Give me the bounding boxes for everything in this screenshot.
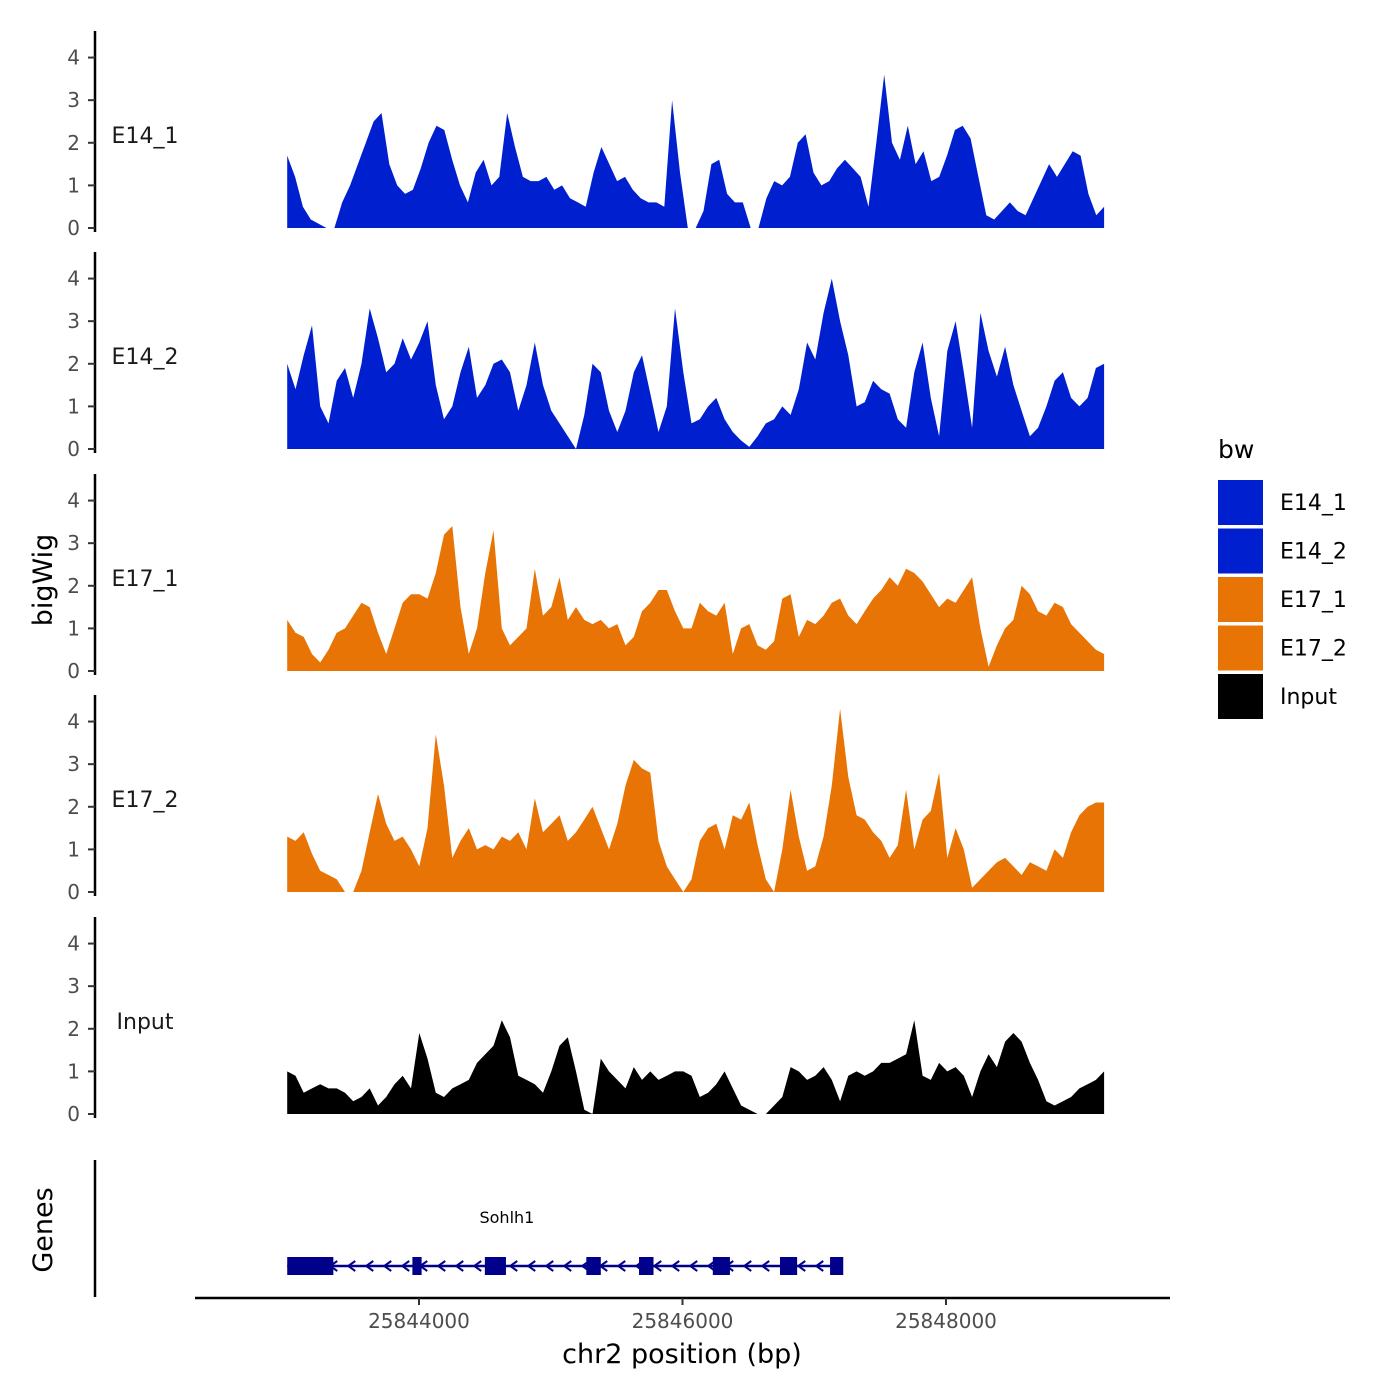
y-tick-label-E14_2-0: 0	[67, 437, 80, 461]
legend-title: bw	[1218, 435, 1254, 464]
y-tick-label-E14_1-2: 2	[67, 131, 80, 155]
legend-key-Input	[1218, 674, 1263, 719]
exon-7	[780, 1257, 798, 1275]
exon-8	[830, 1257, 844, 1275]
y-tick-label-E17_1-3: 3	[67, 531, 80, 555]
strand-arrow-icon	[670, 1260, 680, 1272]
legend: bw E14_1 E14_2 E17_1 E17_2 Input	[1218, 435, 1347, 719]
exon-5	[639, 1257, 654, 1275]
strand-arrow-icon	[508, 1260, 518, 1272]
area-E14_2	[287, 278, 1105, 449]
y-tick-label-Input-2: 2	[67, 1017, 80, 1041]
gene-label: Sohlh1	[479, 1208, 534, 1227]
x-tick-label-25844000: 25844000	[368, 1309, 470, 1333]
strand-arrow-icon	[616, 1260, 626, 1272]
y-tick-label-E17_2-4: 4	[67, 710, 80, 734]
strand-arrow-icon	[652, 1260, 662, 1272]
legend-label-E17_2: E17_2	[1280, 637, 1347, 662]
y-tick-label-E17_2-1: 1	[67, 837, 80, 861]
strand-arrow-icon	[346, 1260, 356, 1272]
y-tick-label-E17_1-2: 2	[67, 574, 80, 598]
y-tick-label-E14_2-1: 1	[67, 394, 80, 418]
track-label-E17_2: E17_2	[112, 788, 179, 813]
exon-6	[712, 1257, 730, 1275]
legend-key-E17_1	[1218, 577, 1263, 622]
x-axis-title: chr2 position (bp)	[562, 1339, 802, 1370]
area-E17_1	[287, 526, 1105, 671]
strand-arrow-icon	[760, 1260, 770, 1272]
y-axis-title: bigWig	[28, 534, 59, 627]
genes-axis-title: Genes	[28, 1187, 59, 1272]
exon-2	[412, 1257, 422, 1275]
exon-3	[484, 1257, 506, 1275]
legend-key-E14_2	[1218, 528, 1263, 574]
x-tick-label-25848000: 25848000	[895, 1309, 997, 1333]
y-tick-label-E14_1-0: 0	[67, 216, 80, 240]
y-tick-label-E14_2-3: 3	[67, 309, 80, 333]
strand-arrow-icon	[562, 1260, 572, 1272]
track-E14_1: 0 1 2 3 4 E14_1	[67, 31, 1105, 240]
track-E17_1: 0 1 2 3 4 E17_1	[67, 474, 1105, 683]
area-E17_2	[287, 708, 1105, 892]
y-tick-label-Input-1: 1	[67, 1059, 80, 1083]
track-Input: 0 1 2 3 4 Input	[67, 917, 1105, 1126]
track-label-E14_2: E14_2	[112, 345, 179, 370]
y-tick-label-Input-0: 0	[67, 1102, 80, 1126]
strand-arrow-icon	[472, 1260, 482, 1272]
exon-1	[287, 1257, 334, 1275]
y-tick-label-E17_2-0: 0	[67, 880, 80, 904]
y-tick-label-E14_1-4: 4	[67, 46, 80, 70]
track-E17_2: 0 1 2 3 4 E17_2	[67, 695, 1105, 904]
strand-arrow-icon	[454, 1260, 464, 1272]
y-tick-label-E17_2-3: 3	[67, 752, 80, 776]
y-tick-label-E17_1-0: 0	[67, 659, 80, 683]
y-tick-label-E14_1-1: 1	[67, 173, 80, 197]
y-tick-label-Input-4: 4	[67, 932, 80, 956]
y-tick-label-E17_2-2: 2	[67, 795, 80, 819]
gene-track: Sohlh1	[93, 1160, 844, 1297]
strand-arrow-icon	[688, 1260, 698, 1272]
y-tick-label-E17_1-4: 4	[67, 489, 80, 513]
strand-arrow-icon	[400, 1260, 410, 1272]
strand-arrow-icon	[382, 1260, 392, 1272]
strand-arrows	[292, 1260, 842, 1272]
legend-label-E14_2: E14_2	[1280, 540, 1347, 565]
strand-arrow-icon	[436, 1260, 446, 1272]
track-E14_2: 0 1 2 3 4 E14_2	[67, 252, 1105, 461]
strand-arrow-icon	[544, 1260, 554, 1272]
y-tick-label-E14_2-2: 2	[67, 352, 80, 376]
y-tick-label-E14_2-4: 4	[67, 267, 80, 291]
legend-label-Input: Input	[1280, 685, 1337, 710]
x-axis: 25844000 25846000 25848000	[195, 1296, 1170, 1333]
legend-key-E17_2	[1218, 625, 1263, 671]
track-label-E14_1: E14_1	[112, 124, 179, 149]
x-tick-label-25846000: 25846000	[632, 1309, 734, 1333]
y-tick-label-E14_1-3: 3	[67, 88, 80, 112]
y-tick-label-Input-3: 3	[67, 974, 80, 998]
area-Input	[287, 1020, 1105, 1114]
legend-label-E14_1: E14_1	[1280, 491, 1347, 516]
strand-arrow-icon	[526, 1260, 536, 1272]
area-E14_1	[287, 74, 1105, 228]
legend-label-E17_1: E17_1	[1280, 588, 1347, 613]
exon-4	[586, 1257, 601, 1275]
strand-arrow-icon	[742, 1260, 752, 1272]
track-label-E17_1: E17_1	[112, 567, 179, 592]
legend-key-E14_1	[1218, 480, 1263, 525]
strand-arrow-icon	[796, 1260, 806, 1272]
strand-arrow-icon	[364, 1260, 374, 1272]
strand-arrow-icon	[814, 1260, 824, 1272]
y-tick-label-E17_1-1: 1	[67, 616, 80, 640]
track-label-Input: Input	[117, 1010, 174, 1035]
track-panels: 0 1 2 3 4 E14_1 0 1 2 3 4 E14_2 0 1 2 3 4 E17_1 0 1 2 3 4 E17_2…	[67, 31, 1105, 1126]
